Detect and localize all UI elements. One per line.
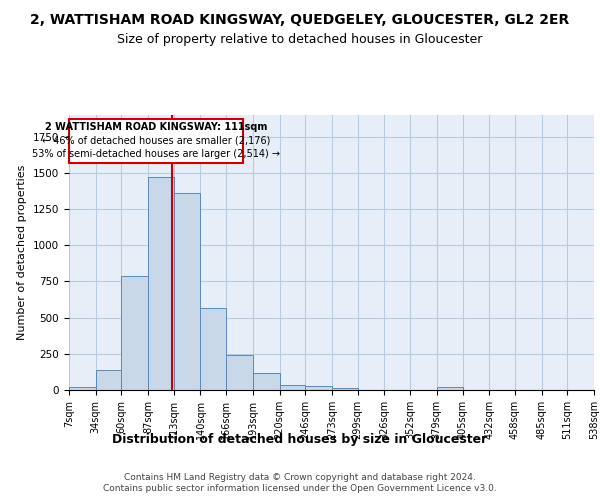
Text: Distribution of detached houses by size in Gloucester: Distribution of detached houses by size … [112,432,488,446]
Bar [437,387,463,390]
Bar [174,193,200,390]
FancyBboxPatch shape [69,118,243,163]
Text: 2 WATTISHAM ROAD KINGSWAY: 111sqm: 2 WATTISHAM ROAD KINGSWAY: 111sqm [45,122,267,132]
Bar [148,177,174,390]
Bar [121,276,148,390]
Bar [95,370,121,390]
Bar [200,308,226,390]
Bar [69,387,95,390]
Text: Size of property relative to detached houses in Gloucester: Size of property relative to detached ho… [118,32,482,46]
Text: 2, WATTISHAM ROAD KINGSWAY, QUEDGELEY, GLOUCESTER, GL2 2ER: 2, WATTISHAM ROAD KINGSWAY, QUEDGELEY, G… [31,12,569,26]
Bar [332,388,358,390]
Text: Contains public sector information licensed under the Open Government Licence v3: Contains public sector information licen… [103,484,497,493]
Text: 53% of semi-detached houses are larger (2,514) →: 53% of semi-detached houses are larger (… [32,149,280,159]
Text: ← 46% of detached houses are smaller (2,176): ← 46% of detached houses are smaller (2,… [42,136,270,145]
Bar [305,386,332,390]
Bar [226,354,253,390]
Text: Contains HM Land Registry data © Crown copyright and database right 2024.: Contains HM Land Registry data © Crown c… [124,472,476,482]
Bar [280,385,305,390]
Bar [253,374,280,390]
Y-axis label: Number of detached properties: Number of detached properties [17,165,28,340]
